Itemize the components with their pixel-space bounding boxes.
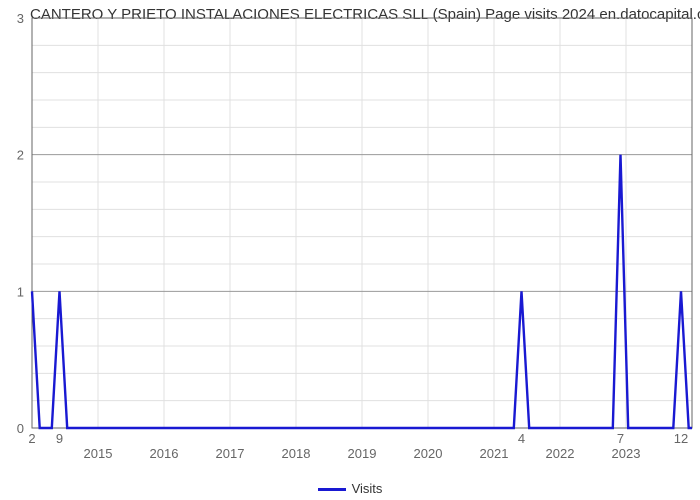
svg-text:2015: 2015 [84,446,113,461]
svg-text:7: 7 [617,431,624,446]
svg-text:12: 12 [674,431,688,446]
legend-label: Visits [352,481,383,496]
svg-text:2020: 2020 [414,446,443,461]
svg-text:2021: 2021 [480,446,509,461]
chart-container: 0123201520162017201820192020202120222023… [0,4,700,474]
svg-text:0: 0 [17,421,24,436]
svg-text:1: 1 [17,284,24,299]
svg-text:4: 4 [518,431,525,446]
svg-text:9: 9 [56,431,63,446]
svg-text:2019: 2019 [348,446,377,461]
svg-text:2016: 2016 [150,446,179,461]
legend-swatch [318,488,346,491]
svg-text:2023: 2023 [612,446,641,461]
legend: Visits [0,481,700,496]
svg-text:2022: 2022 [546,446,575,461]
svg-text:3: 3 [17,11,24,26]
svg-text:2018: 2018 [282,446,311,461]
svg-text:2: 2 [28,431,35,446]
svg-text:2: 2 [17,148,24,163]
svg-text:2017: 2017 [216,446,245,461]
chart-svg: 0123201520162017201820192020202120222023… [0,4,700,474]
